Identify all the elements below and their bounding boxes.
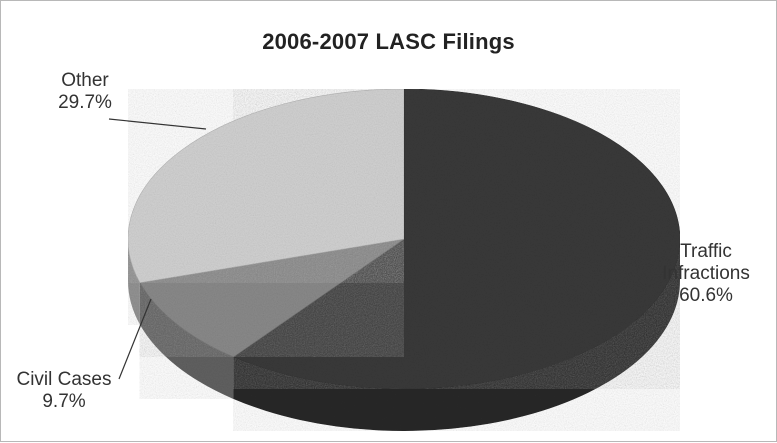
- slice-label-traffic-infractions-line: Infractions: [662, 263, 750, 284]
- pie-tops: [127, 88, 681, 390]
- pie-side-traffic-infractions: [233, 239, 680, 431]
- pie-side-other: [128, 239, 140, 325]
- slice-label-traffic-infractions: Traffic Infractions 60.6%: [662, 241, 750, 306]
- slice-label-civil-cases-line: 9.7%: [42, 391, 85, 412]
- pie-side-civil-cases: [139, 282, 234, 399]
- slice-label-traffic-infractions-line: 60.6%: [679, 285, 733, 306]
- pie-slice-civil-cases: [139, 238, 405, 358]
- slice-label-other-line: Other: [61, 70, 109, 91]
- slice-label-other: Other 29.7%: [58, 70, 112, 113]
- chart-title: 2006-2007 LASC Filings: [262, 29, 515, 54]
- pie-slice-traffic-infractions: [232, 88, 681, 390]
- slice-label-other-line: 29.7%: [58, 92, 112, 113]
- pie-slice-other: [127, 88, 405, 283]
- leader-line-other: [108, 118, 207, 130]
- pie-labels: Traffic Infractions 60.6% Civil Cases 9.7% Ot…: [16, 70, 749, 412]
- slice-label-traffic-infractions-line: Traffic: [680, 241, 732, 262]
- slice-label-civil-cases: Civil Cases 9.7%: [16, 369, 111, 412]
- slice-label-civil-cases-line: Civil Cases: [16, 369, 111, 390]
- leader-line-civil-cases: [118, 298, 152, 380]
- pie-sides: [128, 239, 680, 431]
